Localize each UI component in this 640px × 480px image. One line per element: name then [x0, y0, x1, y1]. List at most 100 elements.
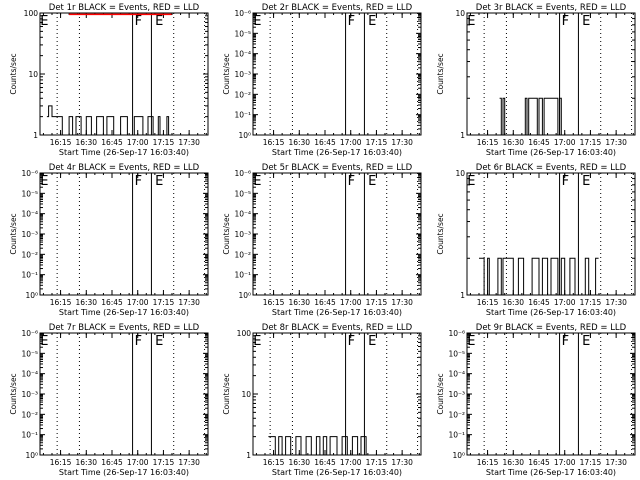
- x-tick-label: 17:30: [605, 458, 627, 467]
- events-series-line: [46, 105, 172, 136]
- y-tick-label: 10⁻³: [21, 230, 38, 239]
- panel-det-6: Det 6r BLACK = Events, RED = LLD 1 10 16:15…: [436, 163, 636, 317]
- y-axis-label: Counts/sec: [436, 213, 445, 254]
- panel-det-8: Det 8r BLACK = Events, RED = LLD 1 10 100 16…: [222, 323, 422, 477]
- x-tick-label: 16:15: [50, 138, 72, 147]
- x-tick-label: 16:30: [288, 298, 310, 307]
- panel-det-9: Det 9r BLACK = Events, RED = LLD 10⁰ 10⁻¹ 1…: [436, 323, 636, 477]
- x-tick-label: 17:15: [153, 138, 175, 147]
- phase-annotation: E: [368, 174, 376, 189]
- x-axis-label: Start Time (26-Sep-17 16:03:40): [272, 308, 402, 317]
- y-tick-label: 10⁻⁵: [234, 189, 251, 198]
- y-tick-label: 10: [28, 70, 38, 79]
- panel-title: Det 6r BLACK = Events, RED = LLD: [476, 163, 627, 173]
- x-axis-label: Start Time (26-Sep-17 16:03:40): [486, 308, 616, 317]
- x-tick-label: 17:30: [178, 458, 200, 467]
- y-tick-label: 10⁻²: [448, 410, 465, 419]
- y-axis-label: Counts/sec: [9, 373, 18, 414]
- phase-annotation: E: [155, 14, 163, 29]
- panel-det-3: Det 3r BLACK = Events, RED = LLD 1 10 16:15…: [436, 3, 636, 157]
- x-tick-label: 17:00: [554, 138, 576, 147]
- y-tick-label: 10⁻³: [234, 230, 251, 239]
- phase-annotation: E: [40, 14, 48, 29]
- x-tick-label: 16:30: [502, 138, 524, 147]
- y-tick-label: 10⁻⁶: [448, 329, 465, 338]
- y-tick-label: 10⁻⁶: [21, 329, 38, 338]
- phase-annotation: E: [467, 174, 475, 189]
- y-tick-label: 10⁻⁵: [234, 29, 251, 38]
- events-series-line: [479, 257, 599, 296]
- x-tick-label: 16:15: [263, 458, 285, 467]
- x-tick-label: 17:15: [366, 138, 388, 147]
- y-tick-label: 10⁻¹: [21, 271, 38, 280]
- panel-det-1: Det 1r BLACK = Events, RED = LLD 1 10 100 16…: [9, 3, 209, 157]
- y-axis-label: Counts/sec: [9, 53, 18, 94]
- x-tick-label: 17:30: [178, 138, 200, 147]
- x-tick-label: 17:30: [391, 458, 413, 467]
- x-axis-label: Start Time (26-Sep-17 16:03:40): [272, 148, 402, 157]
- x-tick-label: 16:15: [477, 138, 499, 147]
- y-tick-label: 10⁻²: [234, 250, 251, 259]
- phase-annotation: F: [348, 174, 355, 189]
- plot-frame: [252, 12, 422, 136]
- x-tick-label: 17:15: [580, 298, 602, 307]
- phase-annotation: F: [135, 334, 142, 349]
- y-tick-label: 1: [33, 131, 38, 140]
- phase-annotation: E: [368, 14, 376, 29]
- x-tick-label: 17:00: [340, 298, 362, 307]
- events-series-line: [499, 97, 565, 136]
- y-tick-label: 10⁻¹: [448, 431, 465, 440]
- y-tick-label: 10⁻⁶: [21, 169, 38, 178]
- x-tick-label: 17:30: [605, 298, 627, 307]
- y-tick-label: 10⁻⁴: [21, 370, 38, 379]
- y-tick-label: 10⁻⁴: [234, 50, 251, 59]
- phase-annotation: F: [562, 14, 569, 29]
- x-tick-label: 16:30: [75, 458, 97, 467]
- y-tick-label: 10⁻²: [21, 250, 38, 259]
- y-tick-label: 10⁰: [25, 291, 38, 300]
- y-tick-label: 1: [460, 291, 465, 300]
- x-axis-label: Start Time (26-Sep-17 16:03:40): [486, 468, 616, 477]
- y-tick-label: 10⁻⁵: [21, 189, 38, 198]
- x-tick-label: 16:30: [288, 138, 310, 147]
- plot-frame: [466, 332, 636, 456]
- plot-frame: [39, 332, 209, 456]
- y-axis-label: Counts/sec: [222, 213, 231, 254]
- x-tick-label: 17:00: [127, 458, 149, 467]
- phase-annotation: E: [467, 14, 475, 29]
- x-tick-label: 17:15: [580, 458, 602, 467]
- y-tick-label: 10⁻¹: [21, 431, 38, 440]
- x-tick-label: 17:15: [580, 138, 602, 147]
- panel-title: Det 5r BLACK = Events, RED = LLD: [262, 163, 413, 173]
- y-tick-label: 10⁻³: [234, 70, 251, 79]
- x-tick-label: 17:15: [153, 458, 175, 467]
- x-tick-label: 17:00: [554, 298, 576, 307]
- phase-annotation: E: [467, 334, 475, 349]
- x-tick-label: 16:45: [528, 298, 550, 307]
- x-tick-label: 17:00: [127, 138, 149, 147]
- x-tick-label: 16:15: [263, 138, 285, 147]
- y-axis-label: Counts/sec: [436, 373, 445, 414]
- panel-title: Det 9r BLACK = Events, RED = LLD: [476, 323, 627, 333]
- x-tick-label: 16:15: [477, 298, 499, 307]
- y-tick-label: 1: [460, 131, 465, 140]
- y-tick-label: 10⁻⁵: [21, 349, 38, 358]
- panel-det-2: Det 2r BLACK = Events, RED = LLD 10⁰ 10⁻¹ 1…: [222, 3, 422, 157]
- y-tick-label: 10⁻³: [448, 390, 465, 399]
- y-axis-label: Counts/sec: [222, 53, 231, 94]
- y-tick-label: 10⁰: [452, 451, 465, 460]
- y-tick-label: 10⁻⁴: [234, 210, 251, 219]
- x-tick-label: 16:45: [101, 138, 123, 147]
- x-tick-label: 17:00: [127, 298, 149, 307]
- x-tick-label: 16:15: [50, 298, 72, 307]
- x-axis-label: Start Time (26-Sep-17 16:03:40): [486, 148, 616, 157]
- phase-annotation: F: [135, 14, 142, 29]
- x-tick-label: 16:30: [288, 458, 310, 467]
- y-tick-label: 10⁻⁴: [21, 210, 38, 219]
- y-tick-label: 10⁰: [25, 451, 38, 460]
- x-tick-label: 16:30: [502, 298, 524, 307]
- phase-annotation: E: [582, 14, 590, 29]
- phase-annotation: E: [40, 174, 48, 189]
- panel-title: Det 4r BLACK = Events, RED = LLD: [49, 163, 200, 173]
- x-tick-label: 16:30: [75, 298, 97, 307]
